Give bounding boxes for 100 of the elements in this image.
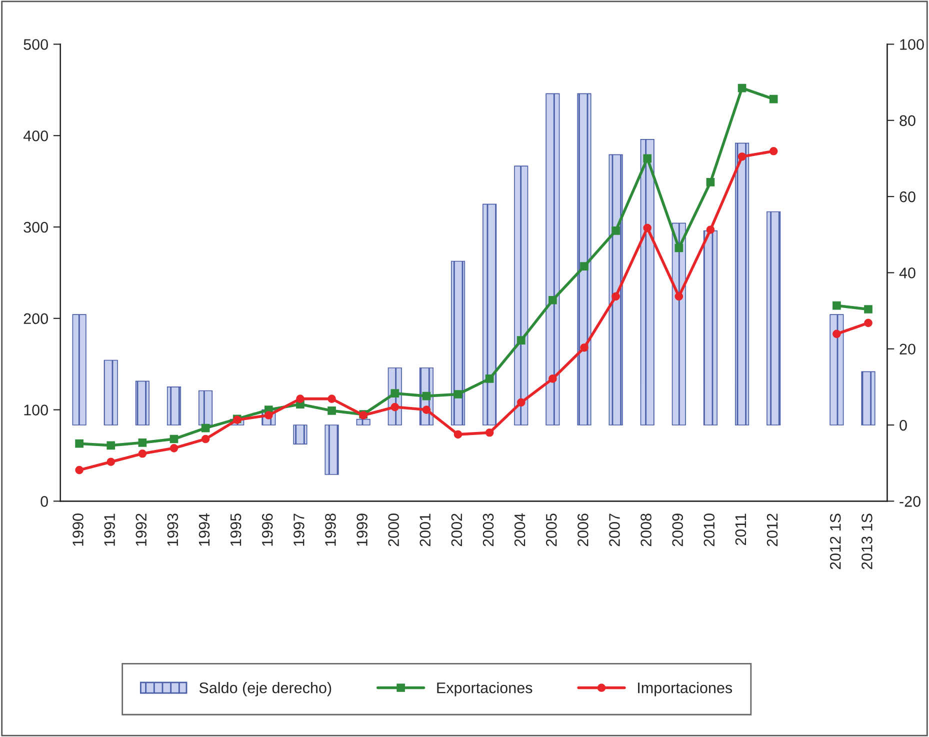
x-tick-label: 2001 — [420, 514, 431, 546]
bar — [356, 418, 370, 426]
point — [138, 449, 147, 458]
bar — [766, 211, 781, 426]
legend-label: Importaciones — [638, 682, 732, 696]
bar — [166, 386, 182, 426]
point — [454, 390, 462, 398]
point — [106, 458, 116, 466]
x-tick-label: 1997 — [294, 514, 304, 546]
bar — [640, 138, 654, 426]
x-tick-label: 1992 — [136, 514, 147, 546]
point — [170, 444, 178, 452]
bar — [198, 390, 213, 426]
point — [706, 226, 715, 234]
bar — [608, 154, 623, 426]
point — [328, 394, 336, 403]
y2-tick-label: 0 — [900, 420, 907, 431]
point — [106, 441, 116, 450]
point — [75, 466, 84, 474]
y2-tick-label: 40 — [899, 268, 916, 278]
x-tick-label: 1993 — [167, 514, 178, 546]
point — [548, 296, 557, 304]
point — [864, 318, 872, 328]
y-tick-label: 300 — [24, 222, 48, 233]
point — [516, 336, 526, 344]
point — [454, 430, 462, 439]
point — [138, 438, 147, 447]
point — [201, 434, 210, 444]
point — [548, 374, 557, 383]
y-tick-label: 500 — [24, 39, 48, 50]
x-tick-label: 1991 — [104, 514, 115, 546]
x-tick-label: 2002 — [451, 514, 462, 546]
point — [422, 406, 431, 414]
y-tick-label: 100 — [24, 404, 48, 416]
x-tick-label: 2000 — [388, 514, 399, 546]
x-tick-label: 2012 — [766, 514, 778, 546]
bar — [830, 314, 844, 426]
point — [643, 154, 652, 163]
x-tick-label: 1994 — [198, 513, 210, 546]
point — [612, 292, 620, 301]
point — [485, 428, 494, 437]
x-tick-label: 2003 — [482, 514, 494, 546]
y2-tick-label: -20 — [900, 496, 920, 507]
point — [643, 224, 652, 232]
bar — [861, 371, 876, 426]
y-tick-label: 200 — [24, 313, 48, 324]
point — [170, 434, 178, 444]
y2-tick-label: 100 — [900, 39, 924, 50]
bar — [72, 314, 86, 426]
x-tick-label: 2008 — [640, 514, 652, 546]
point — [674, 244, 684, 252]
bar — [734, 142, 750, 426]
x-tick-label: 2012 1S — [830, 514, 841, 570]
x-tick-label: 2011 — [735, 514, 746, 546]
y2-tick-label: 20 — [900, 344, 916, 355]
x-tick-label: 2006 — [578, 514, 588, 546]
y-tick-label: 0 — [40, 496, 48, 507]
point — [75, 439, 84, 448]
point — [422, 392, 431, 400]
point — [738, 152, 746, 161]
point — [390, 402, 400, 412]
point — [580, 343, 588, 352]
bar — [293, 424, 308, 444]
point — [706, 178, 715, 186]
x-tick-label: 2007 — [609, 514, 620, 546]
bar — [482, 204, 497, 426]
point — [674, 292, 684, 301]
y2-tick-label: 80 — [900, 115, 916, 126]
bar — [577, 93, 592, 426]
y-tick-label: 400 — [23, 130, 48, 142]
x-tick-label: 2010 — [704, 514, 715, 546]
bar — [703, 230, 718, 426]
point — [612, 226, 620, 235]
point — [738, 84, 746, 92]
legend-label: Saldo (eje derecho) — [199, 682, 332, 696]
x-tick-label: 1995 — [230, 514, 242, 546]
bar — [324, 424, 339, 475]
point — [832, 301, 841, 310]
point — [328, 406, 336, 415]
x-tick-label: 1990 — [72, 514, 84, 546]
point — [832, 330, 841, 338]
x-tick-label: 1999 — [356, 514, 368, 546]
x-tick-label: 1998 — [325, 514, 336, 546]
bar — [135, 380, 150, 426]
point — [769, 146, 778, 156]
legend-label: Exportaciones — [437, 682, 532, 696]
bar — [514, 166, 528, 426]
point — [769, 94, 778, 104]
point — [390, 389, 400, 398]
bar — [104, 360, 118, 426]
point — [201, 424, 210, 432]
point — [580, 262, 588, 270]
point — [485, 374, 494, 383]
point — [864, 305, 872, 314]
x-tick-label: 2004 — [514, 513, 526, 546]
x-tick-label: 2013 1S — [862, 514, 872, 570]
point — [516, 398, 526, 407]
y2-tick-label: 60 — [900, 191, 916, 202]
point — [296, 394, 304, 403]
x-tick-label: 2005 — [546, 514, 557, 546]
